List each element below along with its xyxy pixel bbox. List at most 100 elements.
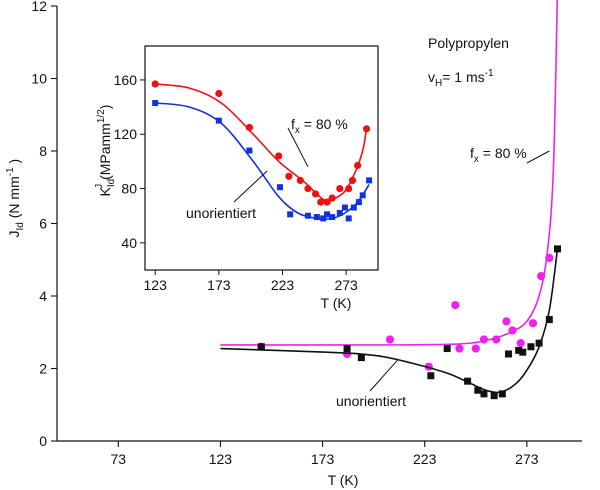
inset-unorientiert-point bbox=[336, 209, 343, 216]
main-fx80-point bbox=[502, 317, 511, 326]
inset-plot: 123 173 223 273 40 80 120 160 T (K) KIdJ (MPamm1/… bbox=[94, 45, 379, 311]
main-fx80-point bbox=[479, 335, 489, 344]
inset-fx80-point bbox=[245, 123, 254, 132]
main-y-label-sup: -1 bbox=[5, 167, 16, 176]
inset-unorientiert-point bbox=[304, 212, 311, 219]
main-unorientiert-point bbox=[257, 343, 265, 351]
main-y-tick-label: 8 bbox=[39, 143, 47, 159]
main-unorientiert-point bbox=[515, 346, 523, 354]
main-fx80-point bbox=[537, 271, 546, 281]
inset-unorientiert-point bbox=[355, 199, 362, 206]
main-fx80-point bbox=[451, 300, 460, 310]
main-vh-rest: = 1 ms bbox=[442, 69, 484, 85]
main-fx80-point bbox=[385, 335, 395, 344]
inset-fx80-point bbox=[323, 198, 331, 206]
inset-unorientiert-point bbox=[329, 214, 336, 221]
main-y-axis-label: JId (N mm-1 ) bbox=[5, 159, 26, 238]
inset-fx-main: f bbox=[291, 116, 295, 132]
main-y-tick-label: 0 bbox=[39, 433, 47, 449]
main-y-tick-label: 2 bbox=[39, 361, 47, 377]
main-unorientiert-point bbox=[443, 345, 451, 353]
inset-unorientiert-point bbox=[215, 117, 222, 124]
inset-y-label-sub: Id bbox=[106, 179, 117, 187]
inset-y-label-close: ) bbox=[97, 105, 113, 110]
inset-fx80-point bbox=[215, 89, 223, 98]
main-fx-leader bbox=[526, 150, 550, 164]
inset-y-tick-label: 40 bbox=[121, 235, 137, 251]
inset-fx80-point bbox=[362, 125, 371, 133]
main-unorientiert-point bbox=[527, 343, 535, 351]
main-unorientiert-point bbox=[343, 345, 351, 353]
main-unorientiert-point bbox=[490, 392, 498, 400]
inset-unorientiert-leader bbox=[233, 170, 268, 203]
main-fx80-point bbox=[455, 344, 464, 353]
main-y-label-sub: Id bbox=[15, 222, 26, 230]
inset-unorientiert-annotation: unorientiert bbox=[186, 205, 256, 221]
inset-fx80-point bbox=[354, 161, 362, 170]
inset-y-label-sup2: 1/2 bbox=[96, 109, 107, 123]
inset-fx80-point bbox=[151, 80, 159, 88]
inset-fx80-point bbox=[336, 184, 344, 193]
inset-unorientiert-point bbox=[276, 184, 283, 191]
main-vh-annotation: vH= 1 ms-1 bbox=[428, 68, 494, 89]
inset-unorientiert-curve bbox=[155, 102, 370, 220]
main-fx-annotation: fx = 80 % bbox=[470, 145, 527, 165]
inset-unorientiert-point bbox=[366, 177, 373, 184]
inset-unorientiert-point bbox=[313, 214, 320, 221]
main-y-label-rest: (N mm bbox=[6, 176, 22, 222]
inset-y-tick-label: 120 bbox=[114, 126, 138, 142]
main-unorientiert-point bbox=[480, 390, 488, 398]
inset-unorientiert-point bbox=[246, 147, 253, 154]
main-unorientiert-point bbox=[553, 245, 561, 253]
main-unorientiert-point bbox=[519, 348, 527, 356]
inset-unorientiert-point bbox=[287, 211, 294, 218]
main-y-label-close: ) bbox=[6, 159, 22, 168]
inset-y-tick-label: 80 bbox=[121, 181, 137, 197]
inset-fx80-point bbox=[312, 190, 320, 198]
main-unorientiert-leader bbox=[369, 359, 399, 392]
inset-y-label-rest: (MPamm bbox=[97, 123, 113, 184]
main-fx80-point bbox=[516, 339, 525, 348]
inset-unorientiert-point bbox=[345, 215, 352, 222]
main-unorientiert-point bbox=[535, 339, 543, 347]
main-fx80-point bbox=[471, 344, 480, 353]
inset-x-tick-label: 273 bbox=[334, 277, 358, 293]
inset-unorientiert-point bbox=[350, 204, 357, 211]
main-plot: 73 123 173 223 273 0 2 4 6 8 10 12 T (K) JId (N mm-1 … bbox=[5, 0, 582, 488]
inset-fx80-point bbox=[345, 184, 353, 193]
main-unorientiert-point bbox=[357, 354, 365, 362]
main-x-tick-label: 223 bbox=[413, 451, 437, 467]
inset-fx80-point bbox=[304, 184, 312, 193]
main-fx-sub: x bbox=[474, 154, 479, 165]
inset-y-tick-label: 160 bbox=[114, 72, 138, 88]
main-unorientiert-annotation: unorientiert bbox=[336, 393, 406, 409]
main-unorientiert-point bbox=[545, 316, 553, 324]
inset-y-label-main: K bbox=[97, 187, 113, 197]
inset-unorientiert-point bbox=[320, 215, 327, 222]
main-fx80-point bbox=[508, 326, 517, 335]
main-title-annotation: Polypropylen bbox=[428, 35, 509, 51]
main-x-tick-label: 273 bbox=[515, 451, 539, 467]
inset-x-axis-label: T (K) bbox=[321, 295, 352, 311]
main-fx-main: f bbox=[470, 145, 474, 161]
main-unorientiert-point bbox=[498, 390, 506, 398]
main-vh-main: v bbox=[428, 69, 435, 85]
inset-frame bbox=[144, 45, 379, 271]
main-unorientiert-curve bbox=[220, 248, 559, 394]
main-x-tick-label: 123 bbox=[209, 451, 233, 467]
inset-unorientiert-point bbox=[359, 192, 366, 199]
main-vh-sub: H bbox=[435, 78, 442, 89]
inset-fx80-point bbox=[328, 194, 336, 202]
main-fx80-curve bbox=[220, 0, 559, 346]
inset-y-axis-label: KIdJ (MPamm1/2) bbox=[94, 105, 117, 197]
inset-unorientiert-point bbox=[152, 100, 159, 107]
inset-x-tick-label: 223 bbox=[271, 277, 295, 293]
main-y-tick-label: 10 bbox=[31, 71, 47, 87]
inset-fx80-point bbox=[348, 176, 357, 184]
inset-fx-rest: = 80 % bbox=[300, 116, 348, 132]
inset-fx80-point bbox=[285, 172, 293, 180]
main-y-tick-label: 6 bbox=[39, 216, 47, 232]
main-y-tick-label: 12 bbox=[31, 0, 47, 14]
main-fx80-point bbox=[545, 253, 554, 263]
